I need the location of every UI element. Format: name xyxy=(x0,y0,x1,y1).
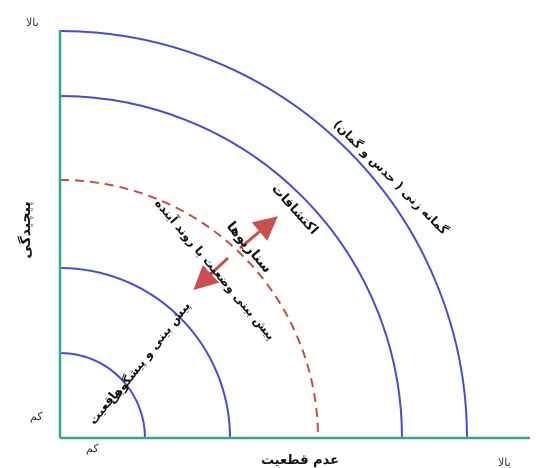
y-axis-top-label: بالا xyxy=(26,16,39,29)
arc-prediction xyxy=(59,267,231,439)
x-axis-right-label: بالا xyxy=(498,456,511,468)
arc-scenarios-dashed xyxy=(59,179,319,439)
arrow-inward xyxy=(193,256,230,291)
y-axis-title: پیچیدگی xyxy=(17,201,34,258)
y-axis-bottom-label: کم xyxy=(30,410,43,423)
zone-scenarios-label: سناریوها xyxy=(223,219,275,277)
x-axis-title: عدم قطعیت xyxy=(261,453,339,468)
arrow-outward xyxy=(239,216,278,250)
arc-reality xyxy=(59,352,146,439)
zone-speculation-label: گمانه زنی ( حدس و گمان) xyxy=(330,117,451,238)
x-axis-left-label: کم xyxy=(86,442,99,455)
zone-prediction-label: پیش بینی و پیشگویی xyxy=(105,299,194,407)
arc-speculation xyxy=(59,30,468,439)
arc-exploration xyxy=(59,95,403,439)
